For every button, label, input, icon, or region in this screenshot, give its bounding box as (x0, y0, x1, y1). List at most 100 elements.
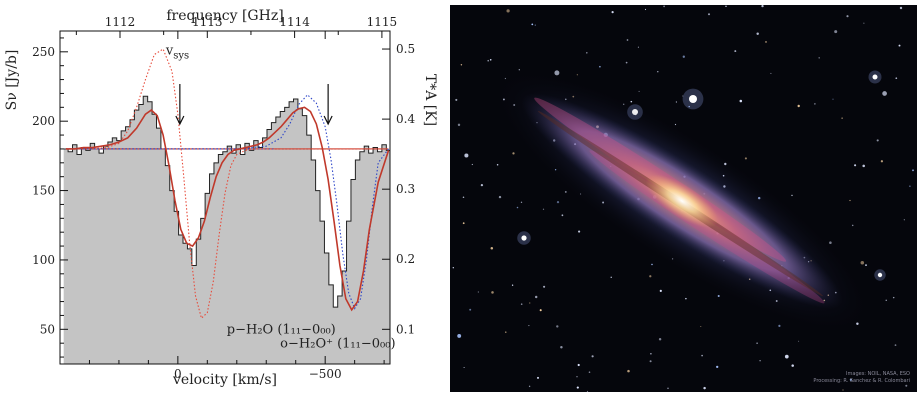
star (611, 11, 614, 14)
star (846, 15, 849, 18)
star (703, 386, 706, 390)
star (905, 384, 908, 387)
x-top-tick-label: 1113 (192, 15, 223, 29)
plot-frame (59, 30, 391, 365)
star (586, 52, 588, 54)
star (860, 260, 865, 265)
vsys-label-subscript: sys (173, 51, 189, 62)
star (576, 386, 579, 389)
star (849, 199, 851, 202)
star (625, 61, 628, 64)
star (462, 222, 465, 225)
star (841, 117, 843, 119)
observed-spectrum-fill (63, 96, 390, 364)
y-left-tick-label: 200 (32, 114, 55, 128)
x-bottom-tick-label: −500 (309, 367, 342, 381)
star (778, 324, 781, 328)
star (759, 359, 761, 362)
star (651, 263, 653, 266)
star (610, 276, 612, 278)
image-credit-line-1: Images: NOIL, NASA, ESO (846, 371, 910, 377)
x-bottom-tick-label: 0 (174, 367, 182, 381)
star (716, 365, 719, 369)
y-left-tick-label: 250 (32, 45, 55, 59)
image-credit-line-2: Processing: R. Sanchez & R. Colombari (813, 378, 910, 384)
star (797, 104, 800, 108)
star (649, 275, 652, 278)
star (667, 387, 669, 390)
star (892, 296, 895, 299)
data-layer (63, 48, 390, 364)
star (898, 44, 901, 47)
star (862, 164, 865, 168)
o-h2o-plus-component-curve (65, 94, 389, 310)
star (543, 285, 546, 288)
star (577, 363, 580, 367)
star (744, 157, 747, 160)
star (463, 366, 465, 369)
star (644, 8, 647, 11)
star (536, 376, 540, 379)
star (516, 206, 519, 209)
star (880, 160, 884, 163)
star (457, 333, 462, 338)
star (899, 6, 903, 10)
y-left-tick-label: 50 (40, 322, 55, 336)
x-axis-top-label: frequency [GHz] (166, 8, 283, 24)
star (765, 40, 767, 43)
star (832, 98, 834, 100)
y-axis-right-label: T*A [K] (422, 74, 438, 126)
x-top-tick-label: 1112 (105, 15, 136, 29)
star (798, 340, 800, 342)
star (761, 5, 764, 8)
star (480, 183, 484, 187)
star (909, 185, 911, 187)
y-right-tick-label: 0.3 (396, 182, 415, 196)
star (658, 338, 662, 341)
star (649, 360, 652, 363)
star (627, 369, 630, 373)
arrow-head (323, 115, 333, 126)
star (895, 77, 898, 80)
star (682, 95, 684, 97)
star (912, 169, 914, 172)
star (725, 5, 727, 8)
star (739, 99, 743, 103)
star (528, 325, 530, 327)
p-h2o-component-curve (65, 48, 389, 320)
star (734, 50, 737, 53)
star (717, 294, 720, 298)
star (578, 230, 581, 233)
star (885, 299, 887, 301)
star (531, 23, 534, 26)
star (528, 385, 531, 388)
y-right-tick-label: 0.1 (396, 322, 415, 336)
star (626, 39, 629, 41)
star (675, 101, 678, 103)
star (561, 214, 564, 217)
star (489, 58, 492, 61)
tick-layer: −500 0 1112 1113 1114 1115 50 100 150 200 250 0.1 0.… (32, 15, 415, 381)
star (770, 72, 772, 74)
star (576, 376, 578, 378)
star (854, 164, 857, 167)
star (756, 32, 759, 36)
star (784, 354, 789, 359)
star (490, 246, 494, 250)
star (498, 195, 502, 199)
galaxy-image: Images: NOIL, NASA, ESO Processing: R. S… (450, 5, 917, 392)
star (539, 309, 542, 312)
star (576, 74, 578, 76)
star (701, 354, 703, 357)
star (505, 331, 507, 333)
star (520, 303, 523, 305)
star (876, 139, 879, 142)
star (457, 123, 461, 127)
galaxy-svg: Images: NOIL, NASA, ESO Processing: R. S… (450, 5, 917, 392)
star (534, 295, 538, 299)
star (511, 284, 514, 286)
bright-star (689, 95, 697, 103)
star (756, 342, 758, 345)
star (464, 153, 469, 158)
